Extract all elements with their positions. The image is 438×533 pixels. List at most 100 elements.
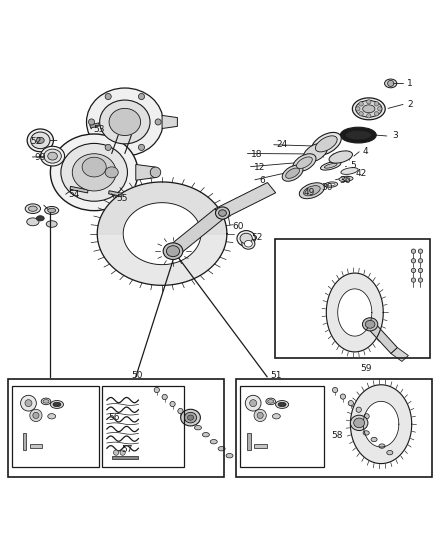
Text: 54: 54 bbox=[68, 190, 79, 199]
Ellipse shape bbox=[40, 146, 64, 166]
Bar bbox=[23, 433, 26, 449]
Circle shape bbox=[356, 107, 360, 111]
Ellipse shape bbox=[365, 320, 375, 328]
Ellipse shape bbox=[304, 143, 327, 162]
Ellipse shape bbox=[362, 318, 378, 331]
Circle shape bbox=[105, 93, 111, 100]
Text: 53: 53 bbox=[94, 125, 105, 134]
Ellipse shape bbox=[187, 415, 194, 420]
Text: 50: 50 bbox=[131, 370, 143, 379]
Circle shape bbox=[113, 450, 119, 455]
Circle shape bbox=[418, 249, 423, 253]
Bar bbox=[254, 445, 267, 448]
Ellipse shape bbox=[27, 129, 53, 152]
Ellipse shape bbox=[268, 400, 274, 403]
Ellipse shape bbox=[25, 204, 40, 214]
Ellipse shape bbox=[266, 398, 276, 405]
Ellipse shape bbox=[353, 418, 364, 427]
Circle shape bbox=[348, 400, 353, 406]
Circle shape bbox=[411, 268, 416, 273]
Ellipse shape bbox=[350, 415, 368, 431]
Circle shape bbox=[138, 144, 145, 150]
Ellipse shape bbox=[363, 431, 369, 435]
Ellipse shape bbox=[46, 221, 57, 227]
Circle shape bbox=[359, 102, 363, 106]
Ellipse shape bbox=[184, 413, 197, 423]
Ellipse shape bbox=[272, 414, 280, 419]
Circle shape bbox=[88, 119, 95, 125]
Polygon shape bbox=[97, 182, 227, 285]
Ellipse shape bbox=[45, 206, 59, 214]
Ellipse shape bbox=[363, 105, 375, 113]
Polygon shape bbox=[90, 123, 99, 128]
Text: 18: 18 bbox=[251, 150, 262, 159]
Ellipse shape bbox=[43, 400, 49, 403]
Text: 6: 6 bbox=[259, 176, 265, 185]
Ellipse shape bbox=[82, 157, 106, 177]
Ellipse shape bbox=[48, 152, 57, 160]
Ellipse shape bbox=[324, 163, 337, 168]
Text: 56: 56 bbox=[109, 413, 120, 422]
Ellipse shape bbox=[325, 182, 338, 187]
Circle shape bbox=[120, 450, 125, 455]
Circle shape bbox=[367, 100, 371, 104]
Ellipse shape bbox=[41, 398, 51, 405]
Circle shape bbox=[418, 259, 423, 263]
Circle shape bbox=[411, 249, 416, 253]
Ellipse shape bbox=[86, 88, 163, 156]
Circle shape bbox=[105, 144, 111, 150]
Bar bbox=[236, 378, 432, 477]
Ellipse shape bbox=[194, 425, 201, 430]
Text: 57: 57 bbox=[122, 445, 133, 454]
Bar bbox=[275, 239, 430, 358]
Circle shape bbox=[25, 400, 32, 407]
Text: 55: 55 bbox=[116, 194, 127, 203]
Circle shape bbox=[388, 80, 394, 86]
Ellipse shape bbox=[299, 183, 325, 199]
Circle shape bbox=[411, 278, 416, 282]
Bar bbox=[8, 378, 224, 477]
Ellipse shape bbox=[210, 440, 217, 444]
Text: 30: 30 bbox=[321, 183, 333, 192]
Ellipse shape bbox=[282, 165, 303, 181]
Polygon shape bbox=[136, 165, 155, 180]
Bar bbox=[102, 386, 184, 467]
Text: 36: 36 bbox=[339, 176, 350, 185]
Circle shape bbox=[367, 114, 371, 118]
Polygon shape bbox=[363, 401, 399, 447]
Ellipse shape bbox=[276, 400, 289, 408]
Ellipse shape bbox=[240, 233, 252, 244]
Circle shape bbox=[364, 414, 369, 419]
Polygon shape bbox=[326, 273, 383, 352]
Bar bbox=[112, 456, 138, 459]
Ellipse shape bbox=[48, 208, 56, 213]
Circle shape bbox=[30, 409, 42, 422]
Circle shape bbox=[356, 407, 361, 413]
Circle shape bbox=[411, 259, 416, 263]
Ellipse shape bbox=[315, 136, 337, 152]
Ellipse shape bbox=[27, 218, 39, 226]
Ellipse shape bbox=[36, 216, 44, 221]
Circle shape bbox=[254, 409, 266, 422]
Circle shape bbox=[418, 268, 423, 273]
Text: 2: 2 bbox=[407, 100, 413, 109]
Circle shape bbox=[245, 395, 261, 411]
Ellipse shape bbox=[352, 98, 385, 120]
Ellipse shape bbox=[342, 177, 350, 180]
Text: 4: 4 bbox=[363, 147, 368, 156]
Ellipse shape bbox=[166, 246, 180, 257]
Circle shape bbox=[186, 415, 191, 421]
Ellipse shape bbox=[327, 183, 335, 186]
Circle shape bbox=[257, 413, 263, 418]
Ellipse shape bbox=[180, 409, 200, 426]
Ellipse shape bbox=[72, 154, 116, 191]
Ellipse shape bbox=[345, 130, 371, 140]
Ellipse shape bbox=[321, 161, 341, 170]
Ellipse shape bbox=[215, 207, 230, 219]
Text: 42: 42 bbox=[356, 169, 367, 178]
Ellipse shape bbox=[387, 450, 393, 455]
Ellipse shape bbox=[99, 100, 150, 144]
Ellipse shape bbox=[28, 206, 37, 211]
Polygon shape bbox=[367, 321, 397, 353]
Ellipse shape bbox=[36, 138, 44, 143]
